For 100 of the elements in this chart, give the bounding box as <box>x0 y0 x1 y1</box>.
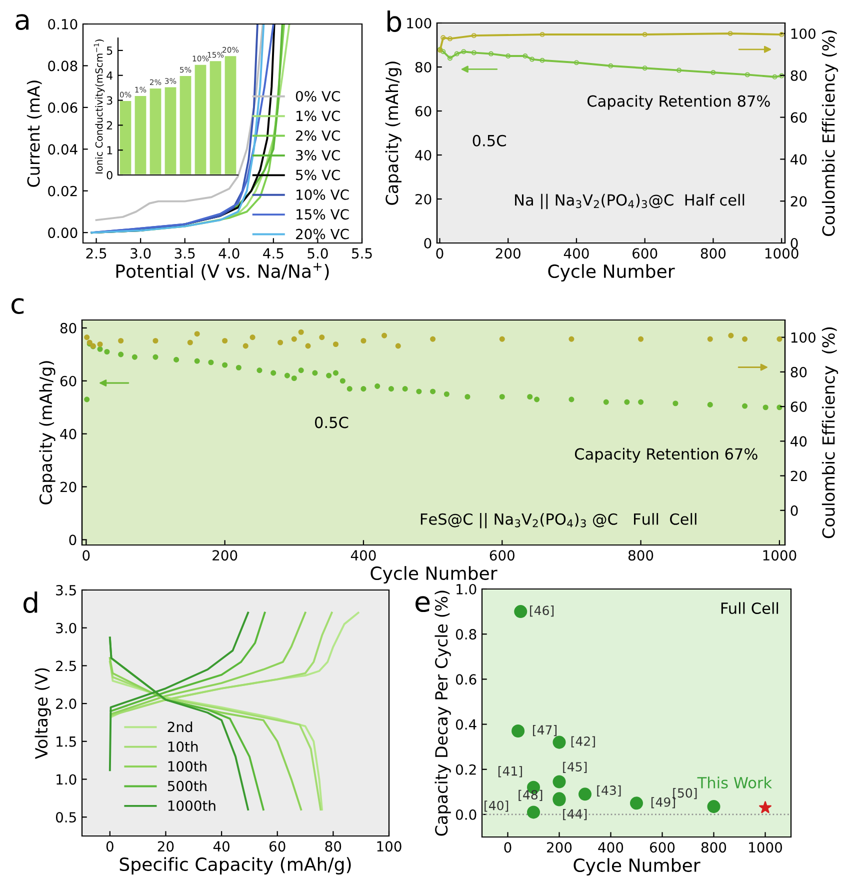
y-tick-label: 20 <box>415 194 432 204</box>
x-tick-label: 5.0 <box>308 248 328 259</box>
annotation: [44] <box>563 809 587 820</box>
x-axis-title: Cycle Number <box>548 264 675 282</box>
annotation: [48] <box>518 790 542 801</box>
y-tick-label: 0.4 <box>456 719 476 730</box>
y-tick-label: 80 <box>60 322 76 334</box>
y-tick-label: 1.0 <box>456 584 476 594</box>
y2-tick-label: 100 <box>791 28 816 39</box>
x-tick-label: 4.0 <box>218 248 240 259</box>
x-axis-title: Specific Capacity (mAh/g) <box>120 857 351 875</box>
y-tick-label: 40 <box>60 428 76 440</box>
annotation: Capacity Retention 87% <box>587 94 770 110</box>
x-axis-title: Potential (V vs. Na/Na$^{+}$) <box>116 262 329 280</box>
y2-tick-label: 20 <box>790 470 807 482</box>
y-tick-label: 0 <box>424 238 432 248</box>
x-tick-label: 800 <box>628 550 654 561</box>
text: Na || Na$_{3}$V$_{2}$(PO$_{4}$)$_{3}$@C Half cell <box>515 194 744 210</box>
annotation: [42] <box>571 736 595 748</box>
y-tick-label: 2.0 <box>56 698 76 710</box>
legend-label: 3% VC <box>296 150 340 161</box>
y-axis-title: Voltage (V) <box>34 668 51 759</box>
annotation: [45] <box>563 762 587 773</box>
y-tick-label: 0.02 <box>48 186 77 196</box>
annotation: [46] <box>530 605 554 617</box>
x-tick-label: 600 <box>632 248 658 259</box>
x-tick-label: 400 <box>564 248 589 259</box>
x-tick-label: 100 <box>377 841 402 852</box>
y-tick-label: 0.6 <box>456 674 476 685</box>
y-tick-label: 0.04 <box>48 144 78 155</box>
y-axis-title: Capacity (mAh/g) <box>385 62 402 205</box>
annotation: [40] <box>484 800 508 812</box>
y-tick-label: 0.8 <box>456 629 476 640</box>
y-tick-label: 2.5 <box>56 660 76 672</box>
y-tick-label: 0.10 <box>48 18 78 30</box>
x-tick-label: 200 <box>547 842 572 853</box>
y-tick-label: 4 <box>106 71 113 80</box>
y-tick-label: 0 <box>69 534 76 546</box>
x-tick-label: 400 <box>598 842 624 853</box>
y-tick-label: 2 <box>106 121 112 130</box>
y-tick-label: 1.0 <box>56 774 76 785</box>
x-tick-label: 3.0 <box>130 248 151 259</box>
annotation: 0.5C <box>314 416 348 428</box>
y2-axis-title: Coulombic Efficiency (%) <box>822 30 838 236</box>
y2-tick-label: 20 <box>790 196 807 207</box>
y-tick-label: 5 <box>106 46 112 55</box>
y2-tick-label: 60 <box>790 402 807 412</box>
x-tick-label: 4.5 <box>263 248 284 259</box>
legend-label: 500th <box>168 780 206 792</box>
y2-axis-title: Coulombic Efficiency (%) <box>822 327 838 538</box>
annotation: [50] <box>673 788 697 800</box>
y-axis-title: Capacity Decay Per Cycle (%) <box>434 590 451 836</box>
annotation: Full Cell <box>721 602 778 614</box>
x-tick-label: 200 <box>496 248 520 259</box>
y-tick-label: 3 <box>106 96 112 105</box>
x-axis-title: Cycle Number <box>574 858 700 876</box>
x-tick-label: 0 <box>504 842 512 853</box>
y-axis-title: Current (mA) <box>26 80 42 187</box>
y2-tick-label: 80 <box>790 366 807 378</box>
y-tick-label: 60 <box>60 376 76 386</box>
x-tick-label: 40 <box>213 841 230 852</box>
legend-label: 20% VC <box>296 228 349 240</box>
y-axis-title: Ionic Conductivity(mScm$^{−1}$) <box>94 40 105 174</box>
y2-tick-label: 0 <box>790 505 798 516</box>
annotation: [43] <box>597 785 621 796</box>
y-axis-title: Capacity (mAh/g) <box>39 361 56 504</box>
annotation: [47] <box>533 724 557 736</box>
x-tick-label: 800 <box>700 248 726 259</box>
x-tick-label: 0 <box>82 550 90 561</box>
legend-label: 10% VC <box>296 189 349 200</box>
x-axis-title: Cycle Number <box>370 566 498 584</box>
y2-tick-label: 40 <box>790 154 807 165</box>
x-tick-label: 20 <box>158 841 174 852</box>
y-tick-label: 0.08 <box>48 60 78 72</box>
text: FeS@C || Na$_{3}$V$_{2}$(PO$_{4}$)$_{3}$ @C Full Cell <box>420 512 696 528</box>
y2-tick-label: 0 <box>790 238 798 248</box>
x-tick-label: 600 <box>650 842 675 853</box>
y-tick-label: 1 <box>107 146 112 154</box>
chart-title: b <box>388 10 402 32</box>
legend-label: 100th <box>168 760 206 772</box>
y-tick-label: 0.5 <box>56 812 76 823</box>
x-tick-label: 1000 <box>763 550 796 561</box>
legend-label: 2nd <box>168 721 192 732</box>
legend-label: 5% VC <box>296 170 340 180</box>
y2-tick-label: 60 <box>790 112 807 123</box>
legend-label: 2% VC <box>296 130 340 141</box>
y-tick-label: 3.5 <box>56 584 76 596</box>
x-tick-label: 60 <box>269 841 286 852</box>
legend-label: 1000th <box>168 800 216 811</box>
chart-title: a <box>16 14 28 30</box>
y-tick-label: 0.2 <box>456 764 476 775</box>
x-tick-label: 0 <box>436 248 444 259</box>
annotation: [41] <box>498 766 522 778</box>
y-tick-label: 0.00 <box>48 228 78 238</box>
annotation: [49] <box>651 797 675 808</box>
y2-tick-label: 40 <box>790 436 807 447</box>
y-tick-label: 0 <box>106 170 112 180</box>
y-tick-label: 40 <box>415 150 432 160</box>
x-tick-label: 1000 <box>765 248 798 259</box>
series-label: This Work <box>697 776 772 788</box>
